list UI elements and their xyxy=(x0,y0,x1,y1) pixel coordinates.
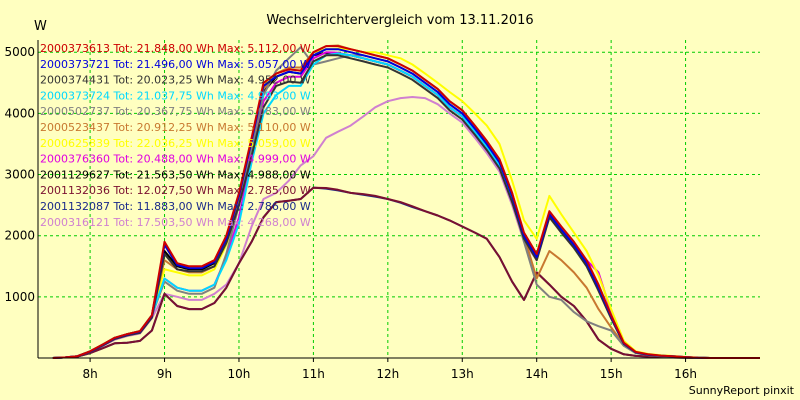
x-tick-label: 9h xyxy=(157,367,172,381)
chart-title: Wechselrichtervergleich vom 13.11.2016 xyxy=(266,13,533,28)
legend-entry-2001132087: 2001132087 Tot: 11.883,00 Wh Max: 2.786,… xyxy=(40,200,311,213)
x-tick-label: 13h xyxy=(451,367,474,381)
legend-entry-2000374431: 2000374431 Tot: 20.023,25 Wh Max: 4.952,… xyxy=(40,74,311,87)
y-tick-label: 3000 xyxy=(4,168,35,182)
y-tick-label: 5000 xyxy=(4,45,35,59)
x-tick-label: 15h xyxy=(600,367,623,381)
legend: 2000373613 Tot: 21.848,00 Wh Max: 5.112,… xyxy=(40,42,311,229)
x-tick-label: 8h xyxy=(82,367,97,381)
footer-credit: SunnyReport pinxit xyxy=(689,384,795,397)
legend-entry-2000376360: 2000376360 Tot: 20.488,00 Wh Max: 4.999,… xyxy=(40,153,311,166)
legend-entry-2001132036: 2001132036 Tot: 12.027,50 Wh Max: 2.785,… xyxy=(40,184,311,197)
legend-entry-2000523437: 2000523437 Tot: 20.912,25 Wh Max: 5.110,… xyxy=(40,121,311,134)
x-tick-label: 10h xyxy=(228,367,251,381)
x-tick-label: 14h xyxy=(525,367,548,381)
y-tick-label: 1000 xyxy=(4,290,35,304)
legend-entry-2000373613: 2000373613 Tot: 21.848,00 Wh Max: 5.112,… xyxy=(40,42,311,55)
legend-entry-2000502737: 2000502737 Tot: 20.367,75 Wh Max: 5.083,… xyxy=(40,105,311,118)
x-tick-label: 16h xyxy=(674,367,697,381)
x-tick-label: 11h xyxy=(302,367,325,381)
tick-labels: 1000 2000 3000 4000 5000 8h 9h 10h 11h 12h 13h 14h 1… xyxy=(4,45,697,381)
x-tick-label: 12h xyxy=(376,367,399,381)
legend-entry-2001129627: 2001129627 Tot: 21.563,50 Wh Max: 4.988,… xyxy=(40,168,311,181)
legend-entry-2000316121: 2000316121 Tot: 17.503,50 Wh Max: 4.268,… xyxy=(40,216,311,229)
series-line-2000373613 xyxy=(52,45,760,359)
y-axis-unit-label: W xyxy=(34,19,47,34)
legend-entry-2000625839: 2000625839 Tot: 22.036,25 Wh Max: 5.059,… xyxy=(40,137,311,150)
axes xyxy=(37,40,760,362)
y-tick-label: 2000 xyxy=(4,229,35,243)
y-tick-label: 4000 xyxy=(4,106,35,120)
legend-entry-2000373724: 2000373724 Tot: 21.037,75 Wh Max: 4.993,… xyxy=(40,89,311,102)
legend-entry-2000373721: 2000373721 Tot: 21.496,00 Wh Max: 5.057,… xyxy=(40,58,311,71)
series-lines xyxy=(52,44,760,359)
series-line-2001132036 xyxy=(52,186,760,359)
